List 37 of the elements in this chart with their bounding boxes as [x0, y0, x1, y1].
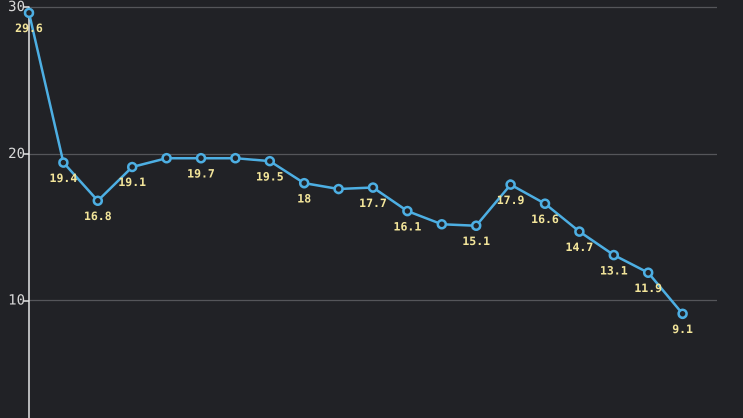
point	[161, 152, 172, 164]
y-tick-label: 20	[8, 146, 25, 162]
data-label: 18	[297, 191, 312, 206]
data-label: 16.6	[531, 212, 559, 226]
point	[368, 182, 378, 193]
point	[608, 250, 620, 260]
point	[470, 220, 482, 231]
point	[574, 226, 585, 237]
point	[298, 178, 310, 188]
data-label: 19.4	[50, 170, 78, 185]
point	[505, 179, 516, 190]
data-label: 13.1	[600, 263, 628, 278]
point	[436, 218, 448, 230]
point	[333, 184, 344, 194]
point	[264, 156, 276, 166]
point	[126, 162, 138, 172]
point	[196, 152, 206, 164]
point	[92, 196, 104, 206]
point	[230, 152, 241, 164]
data-label: 16.1	[394, 219, 422, 234]
data-label: 14.7	[566, 240, 594, 254]
point	[677, 308, 688, 320]
data-label: 19.1	[118, 175, 146, 190]
data-label: 17.9	[496, 192, 525, 207]
data-label: 16.8	[84, 209, 112, 224]
data-label: 19.7	[187, 166, 215, 180]
data-label: 15.1	[462, 234, 490, 248]
data-label: 9.1	[672, 322, 694, 336]
y-tick-label: 10	[8, 292, 25, 309]
data-label: 11.9	[634, 280, 662, 295]
point	[642, 267, 654, 278]
point	[58, 157, 69, 168]
point	[540, 198, 550, 209]
data-label: 19.5	[256, 169, 284, 184]
data-label: 17.7	[359, 196, 387, 210]
point	[402, 206, 413, 216]
y-tick-label: 30	[8, 0, 25, 15]
